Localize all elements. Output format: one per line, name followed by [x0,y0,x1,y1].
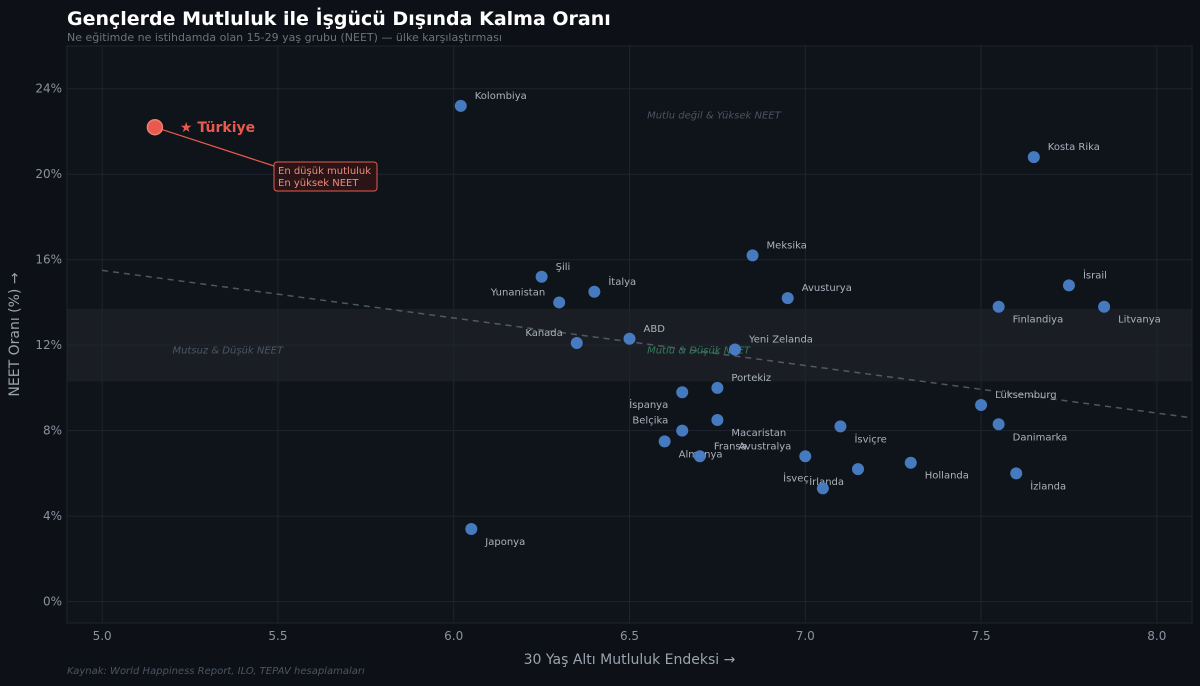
data-point [570,337,583,350]
data-point [834,420,847,433]
data-point [728,343,741,356]
point-label: Belçika [632,416,668,427]
data-point [676,424,689,437]
x-tick-label: 7.5 [972,629,991,643]
point-label: İsveç [783,471,809,484]
y-tick-label: 0% [43,595,62,609]
y-tick-label: 24% [35,82,62,96]
y-tick-label: 8% [43,424,62,438]
data-point [693,450,706,463]
point-label: Kosta Rika [1048,142,1100,153]
data-point [1027,151,1040,164]
data-point [553,296,566,309]
point-label: ABD [644,324,666,335]
data-point [816,482,829,495]
y-tick-label: 16% [35,253,62,267]
data-points: Kolombiya Kosta Rika Meksika Şili İtalya Yuna… [454,91,1161,548]
data-point [992,300,1005,313]
source-note: Kaynak: World Happiness Report, ILO, TEP… [67,666,365,677]
point-label: Meksika [767,240,807,251]
data-point [852,463,865,476]
point-label: Lüksemburg [995,390,1057,401]
point-label: Japonya [484,537,525,548]
point-label: Şili [556,262,571,273]
data-point [535,270,548,283]
quadrant-labels: Mutlu değil & Yüksek NEET Mutsuz & Düşük … [172,111,781,357]
data-point [676,386,689,399]
point-label: Yeni Zelanda [748,334,813,345]
point-label: Avustralya [739,441,792,452]
x-tick-label: 8.0 [1147,629,1166,643]
point-label: Macaristan [731,428,786,439]
x-tick-label: 6.5 [620,629,639,643]
point-label: Kolombiya [475,91,527,102]
data-point [781,292,794,305]
point-label: Avusturya [802,283,852,294]
point-label: İzlanda [1030,479,1066,492]
quadrant-label: Mutlu & Düşük NEET [647,346,751,357]
data-point [454,99,467,112]
highlight-label: ★ Türkiye [180,120,255,136]
data-point [711,413,724,426]
point-label: İsrail [1083,268,1107,281]
data-point [658,435,671,448]
y-tick-label: 12% [35,338,62,352]
data-point [746,249,759,262]
point-label: Kanada [525,328,562,339]
highlight-point [146,118,164,136]
data-point [975,399,988,412]
x-axis-label: 30 Yaş Altı Mutluluk Endeksi → [524,652,736,668]
trend-line [102,269,1193,419]
x-tick-label: 5.0 [93,629,112,643]
axes: 5.0 5.5 6.0 6.5 7.0 7.5 8.0 0% 4% 8% 12% 16% 20% 24% 3… [7,82,1166,668]
quadrant-label: Mutsuz & Düşük NEET [172,346,284,357]
chart-title: Gençlerde Mutluluk ile İşgücü Dışında Ka… [67,8,611,30]
point-label: Yunanistan [490,287,545,298]
x-tick-label: 5.5 [268,629,287,643]
point-label: İrlanda [809,475,844,488]
data-point [799,450,812,463]
data-point [711,381,724,394]
trend-line-layer [102,269,1193,419]
y-tick-label: 4% [43,509,62,523]
point-label: Hollanda [925,471,969,482]
data-point [588,285,601,298]
point-label: İspanya [629,398,668,411]
data-point [623,332,636,345]
data-point [1010,467,1023,480]
chart-subtitle: Ne eğitimde ne istihdamda olan 15-29 yaş… [67,31,502,44]
grid-layer [67,46,1192,623]
annotation-text: En düşük mutluluk [278,166,371,177]
x-tick-label: 6.0 [444,629,463,643]
point-label: İtalya [608,275,636,288]
y-axis-label: NEET Oranı (%) → [7,272,23,396]
point-label: Fransa [714,441,747,452]
quadrant-label: Mutlu değil & Yüksek NEET [647,111,782,122]
annotation-box [273,161,378,192]
x-tick-label: 7.0 [796,629,815,643]
point-label: Portekiz [731,373,771,384]
data-point [1098,300,1111,313]
point-label: Finlandiya [1013,315,1064,326]
data-point [1062,279,1075,292]
y-tick-label: 20% [35,167,62,181]
point-label: Danimarka [1013,432,1068,443]
plot-border [66,45,1193,624]
annotation-text: En yüksek NEET [278,178,359,189]
plot-frame [66,45,1193,624]
data-point [992,418,1005,431]
data-point [904,456,917,469]
point-label: İsviçre [854,432,886,445]
point-label: Litvanya [1118,315,1161,326]
data-point [465,522,478,535]
annotation-arrow [154,126,275,167]
